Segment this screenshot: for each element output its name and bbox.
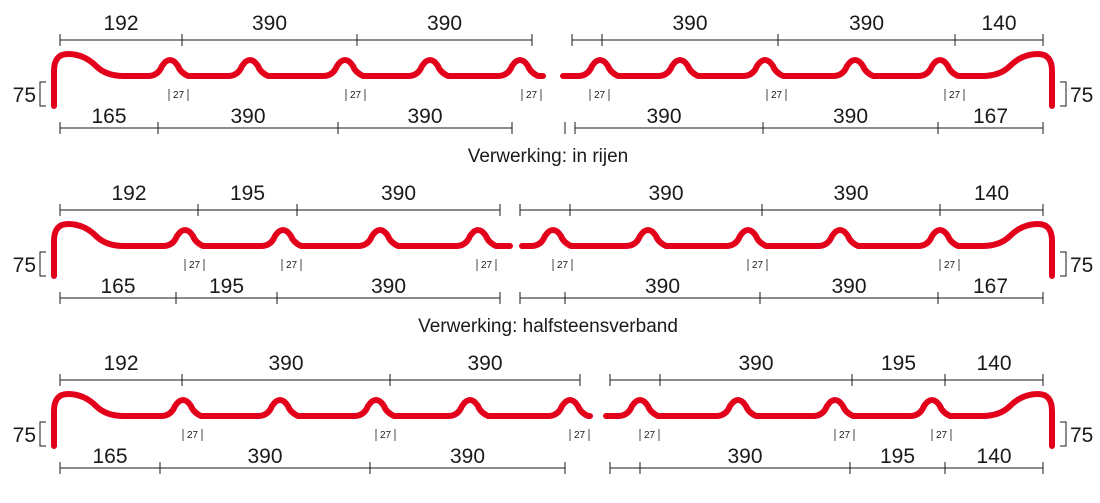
- row2-top-right-dim-label: 390: [648, 182, 683, 205]
- row2-bottom-left-dim-label: 390: [371, 275, 406, 298]
- row1-joint-right-label: 27: [771, 90, 783, 101]
- row1-bottom-left-dim-label: 390: [407, 105, 442, 128]
- row1-top-left-dim-label: 192: [103, 12, 138, 35]
- caption-in-rijen: Verwerking: in rijen: [468, 146, 629, 167]
- row1-top-right-dim-label: 140: [981, 12, 1016, 35]
- row3-top-left-dim-label: 192: [103, 352, 138, 375]
- row2-top-left-dim-label: 195: [230, 182, 265, 205]
- row1-top-right-dim-label: 390: [849, 12, 884, 35]
- row1-joint-left-label: 27: [173, 90, 185, 101]
- row2-bottom-right-dim-label: 167: [973, 275, 1008, 298]
- row2-top-left-dim-label: 390: [381, 182, 416, 205]
- row2-height-right: 75: [1070, 254, 1093, 277]
- row3-joint-right-label: 27: [839, 430, 851, 441]
- row1-bottom-right-dim-label: 167: [973, 105, 1008, 128]
- row3-height-right: 75: [1070, 424, 1093, 447]
- row3-bottom-left-dim-label: 390: [450, 445, 485, 468]
- row3-bottom-left-dim-label: 165: [92, 445, 127, 468]
- row2-joint-left-label: 27: [189, 260, 201, 271]
- row3-joint-left-label: 27: [380, 430, 392, 441]
- row2-top-right-dim-label: 390: [833, 182, 868, 205]
- row1-joint-left-label: 27: [350, 90, 362, 101]
- row3-bottom-right-dim-label: 195: [880, 445, 915, 468]
- row1-bottom-right-dim-label: 390: [833, 105, 868, 128]
- caption-halfsteensverband: Verwerking: halfsteensverband: [418, 316, 678, 337]
- row1-bottom-right-dim-label: 390: [646, 105, 681, 128]
- row1-joint-left-label: 27: [526, 90, 538, 101]
- row2-joint-left-label: 27: [481, 260, 493, 271]
- row1-top-right-dim-label: 390: [672, 12, 707, 35]
- row1-height-left: 75: [13, 84, 36, 107]
- row3-bottom-right-dim-label: 140: [976, 445, 1011, 468]
- row2-joint-right-label: 27: [944, 260, 956, 271]
- row2-joint-left-label: 27: [286, 260, 298, 271]
- row2-joint-right-label: 27: [557, 260, 569, 271]
- row1-height-bracket-right: [1060, 81, 1067, 107]
- row2-joint-right-label: 27: [752, 260, 764, 271]
- row3-height-bracket-right: [1060, 421, 1067, 447]
- row3-joint-right-label: 27: [936, 430, 948, 441]
- row2-height-left: 75: [13, 254, 36, 277]
- row3-top-right-dim-label: 390: [738, 352, 773, 375]
- row2-bottom-right-dim-label: 390: [831, 275, 866, 298]
- row1-height-right: 75: [1070, 84, 1093, 107]
- row3-tile-profile-right: [603, 391, 1055, 449]
- row2-tile-profile-right: [519, 221, 1055, 279]
- row1-height-bracket-left: [39, 81, 46, 107]
- row3-joint-right-label: 27: [644, 430, 656, 441]
- row2-bottom-left-dim-label: 195: [209, 275, 244, 298]
- row1-bottom-left-dim-label: 390: [230, 105, 265, 128]
- row2-top-left-dim-label: 192: [111, 182, 146, 205]
- row3-tile-profile-left: [51, 391, 593, 449]
- row3-joint-left-label: 27: [187, 430, 199, 441]
- row3-bottom-right-dim-label: 390: [727, 445, 762, 468]
- row3-height-left: 75: [13, 424, 36, 447]
- row1-joint-right-label: 27: [949, 90, 961, 101]
- row2-height-bracket-right: [1060, 251, 1067, 277]
- row1-joint-right-label: 27: [594, 90, 606, 101]
- row3-top-left-dim-label: 390: [467, 352, 502, 375]
- row1-tile-profile-left: [51, 51, 546, 109]
- row3-joint-left-label: 27: [574, 430, 586, 441]
- row2-top-right-dim-label: 140: [974, 182, 1009, 205]
- row1-top-left-dim-label: 390: [427, 12, 462, 35]
- row3-top-right-dim-label: 195: [881, 352, 916, 375]
- row2-tile-profile-left: [51, 221, 513, 279]
- row3-top-left-dim-label: 390: [268, 352, 303, 375]
- row1-tile-profile-right: [560, 51, 1055, 109]
- row2-height-bracket-left: [39, 251, 46, 277]
- row3-top-right-dim-label: 140: [976, 352, 1011, 375]
- row2-bottom-right-dim-label: 390: [645, 275, 680, 298]
- row1-bottom-left-dim-label: 165: [91, 105, 126, 128]
- row2-bottom-left-dim-label: 165: [100, 275, 135, 298]
- row1-top-left-dim-label: 390: [252, 12, 287, 35]
- row3-height-bracket-left: [39, 421, 46, 447]
- row3-bottom-left-dim-label: 390: [247, 445, 282, 468]
